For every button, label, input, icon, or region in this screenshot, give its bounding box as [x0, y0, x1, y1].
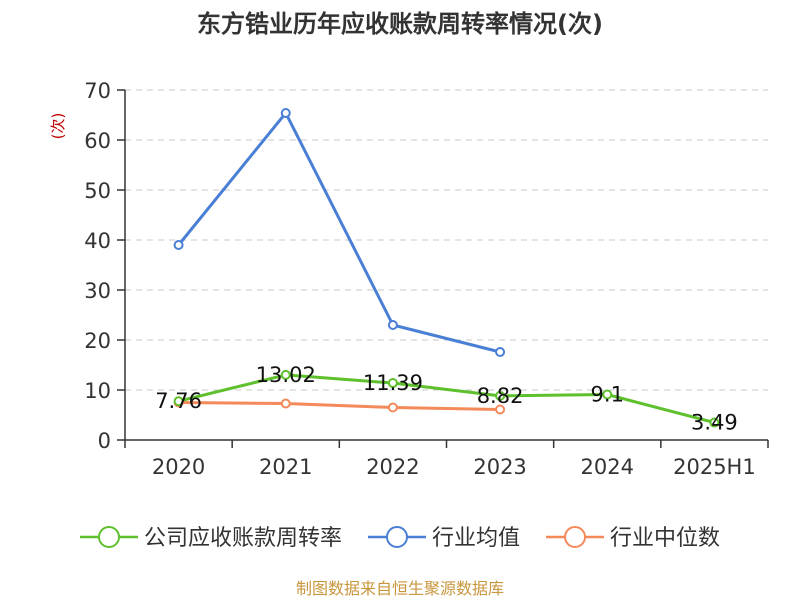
data-label: 8.82 — [477, 384, 524, 408]
series-point — [280, 108, 291, 118]
data-label: 13.02 — [256, 363, 316, 387]
legend-label: 行业中位数 — [610, 526, 720, 551]
chart-title: 东方锆业历年应收账款周转率情况(次) — [197, 10, 603, 38]
x-tick-label: 2023 — [473, 455, 526, 479]
legend-item: 行业均值 — [368, 526, 520, 551]
y-tick-label: 40 — [84, 229, 111, 253]
axis-ticks: 0 10 20 30 40 50 60 70 2020 2021 2022 2023 2024 2025H… — [84, 79, 769, 479]
legend-label: 行业均值 — [432, 526, 520, 551]
y-tick-label: 60 — [84, 129, 111, 153]
legend-item: 行业中位数 — [546, 526, 720, 551]
legend-item: 公司应收账款周转率 — [80, 526, 342, 551]
legend-marker — [564, 526, 586, 548]
series-markers — [173, 108, 720, 428]
series-point — [173, 240, 184, 250]
series-point — [173, 396, 184, 407]
y-tick-label: 70 — [84, 79, 111, 103]
axes — [124, 90, 768, 441]
series-point — [495, 347, 506, 357]
gridlines — [125, 89, 768, 391]
series-point — [280, 398, 291, 409]
legend: 公司应收账款周转率 行业均值 行业中位数 — [80, 526, 720, 551]
series-point — [387, 402, 398, 413]
series-point — [280, 369, 291, 380]
series-point — [495, 390, 506, 401]
legend-marker — [98, 526, 120, 548]
data-labels: 7.76 13.02 11.39 8.82 9.1 3.49 — [155, 363, 738, 435]
source-note: 制图数据来自恒生聚源数据库 — [296, 579, 504, 598]
x-tick-label: 2021 — [259, 455, 312, 479]
x-tick-label: 2022 — [366, 455, 419, 479]
series-line — [177, 401, 502, 411]
data-label: 7.76 — [155, 389, 202, 413]
y-tick-label: 30 — [84, 279, 111, 303]
data-label: 11.39 — [363, 371, 423, 395]
series-point — [387, 320, 398, 330]
series-point — [387, 378, 398, 389]
series-point — [709, 417, 720, 428]
series-line — [177, 111, 502, 354]
y-tick-label: 10 — [84, 379, 111, 403]
legend-marker — [386, 526, 408, 548]
x-tick-label: 2020 — [152, 455, 205, 479]
y-tick-label: 0 — [98, 429, 111, 453]
series-line — [177, 373, 716, 425]
y-tick-label: 20 — [84, 329, 111, 353]
series-point — [602, 389, 613, 400]
data-label: 3.49 — [691, 411, 738, 435]
legend-label: 公司应收账款周转率 — [144, 526, 342, 551]
y-tick-label: 50 — [84, 179, 111, 203]
y-axis-unit-label: (次) — [49, 113, 67, 140]
x-tick-label: 2025H1 — [673, 455, 756, 479]
series-lines — [177, 111, 716, 425]
series-point — [495, 404, 506, 415]
x-tick-label: 2024 — [581, 455, 634, 479]
data-label: 9.1 — [591, 383, 624, 407]
